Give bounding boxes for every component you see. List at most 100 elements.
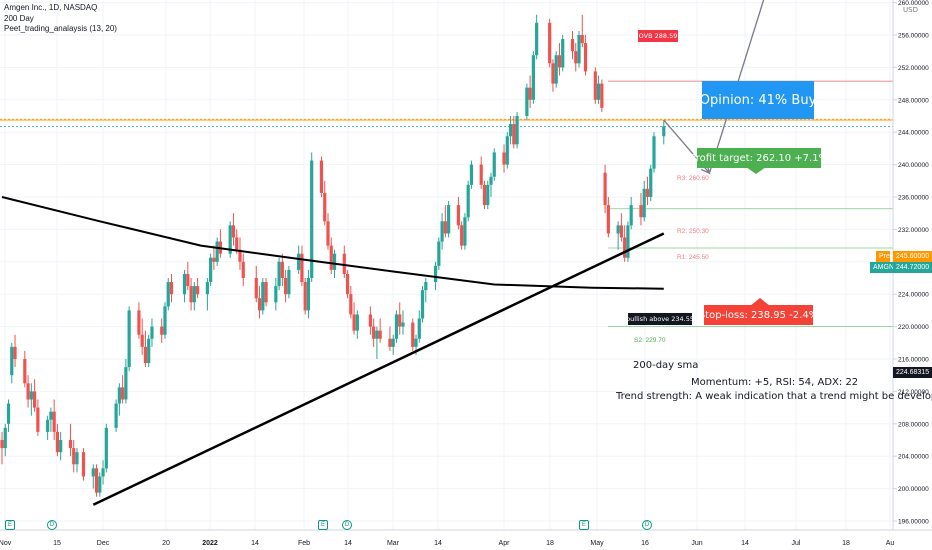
time-tick-label: 14 <box>741 540 749 547</box>
candle-body <box>629 205 633 226</box>
earnings-event-icon[interactable]: E <box>318 520 328 530</box>
time-tick-label: Mar <box>387 540 400 547</box>
candle-body <box>189 286 193 303</box>
time-tick-label: 14 <box>251 540 259 547</box>
time-tick-label: Jun <box>691 540 702 547</box>
time-tick-label: 14 <box>344 540 352 547</box>
candle-body <box>10 346 14 376</box>
candle-body <box>160 326 164 335</box>
candle-body <box>508 124 513 137</box>
sma-200-line <box>1 196 664 290</box>
r2-label: R2: 250.30 <box>677 228 709 235</box>
momentum-text: Momentum: +5, RSI: 54, ADX: 22 <box>691 377 859 388</box>
candle-body <box>280 261 284 278</box>
candle-body <box>528 87 532 100</box>
candle-body <box>205 282 209 295</box>
legend-ma[interactable]: 200 Day <box>4 13 34 23</box>
candle-body <box>551 63 555 84</box>
trendline[interactable] <box>92 232 665 506</box>
price-tick-label: 196.00000 <box>898 519 929 526</box>
candle-body <box>235 237 239 250</box>
candle-body <box>603 172 607 206</box>
candle-body <box>401 322 405 327</box>
candle-body <box>616 225 620 234</box>
time-tick-label: 2022 <box>202 540 218 547</box>
candle-body <box>192 286 196 303</box>
candle-body <box>456 205 460 226</box>
candle-body <box>447 205 451 234</box>
candle-body <box>440 221 444 242</box>
pre-market-label: Pre <box>876 251 890 262</box>
candle-body <box>570 39 575 52</box>
price-tick-label: 244.00000 <box>898 130 929 137</box>
candle-body <box>398 314 402 327</box>
time-tick-label: 16 <box>641 540 649 547</box>
candle-body <box>303 282 307 311</box>
candle-body <box>26 383 30 400</box>
price-tick-label: 208.00000 <box>898 421 929 428</box>
price-tick-label: 232.00000 <box>898 227 929 234</box>
candle-body <box>345 273 350 295</box>
time-tick-label: 18 <box>546 540 554 547</box>
candle-body <box>0 440 4 449</box>
price-tick-label: 200.00000 <box>898 486 929 493</box>
candle-body <box>277 261 281 287</box>
candle-body <box>140 334 144 347</box>
candle-body <box>548 22 552 64</box>
candle-body <box>94 468 99 493</box>
dividend-event-icon[interactable]: D <box>342 520 352 530</box>
candle-body <box>231 225 236 238</box>
candle-body <box>143 346 148 364</box>
time-tick-label: Au <box>886 540 895 547</box>
candle-body <box>3 427 7 449</box>
candle-body <box>310 160 314 278</box>
candle-body <box>623 237 627 258</box>
candle-body <box>196 286 200 295</box>
dividend-event-icon[interactable]: D <box>47 520 57 530</box>
candle-body <box>215 241 219 262</box>
stop-loss-pointer <box>750 298 770 306</box>
candle-body <box>114 403 118 428</box>
candle-body <box>68 440 73 449</box>
candle-body <box>557 55 562 68</box>
candle-body <box>642 188 646 218</box>
candle-body <box>411 322 415 347</box>
candle-body <box>257 298 262 311</box>
sma-line <box>1 196 664 290</box>
candle-body <box>147 338 151 364</box>
support-trendline <box>92 232 665 506</box>
price-tick-label: 240.00000 <box>898 162 929 169</box>
candle-body <box>580 35 584 44</box>
earnings-event-icon[interactable]: E <box>5 520 15 530</box>
time-axis[interactable]: Nov 15 Dec 20 2022 14 Feb 14 Mar 14 Apr 18 May 16 Jun 1… <box>0 540 894 547</box>
price-tick-label: 260.00000 <box>898 0 929 7</box>
candle-body <box>463 217 467 246</box>
candle-body <box>554 55 558 84</box>
price-axis[interactable]: 292.00000288.00000284.00000280.00000276.… <box>893 0 929 526</box>
gridlines <box>0 0 893 530</box>
candle-body <box>23 359 27 384</box>
dividend-event-icon[interactable]: D <box>642 520 652 530</box>
candle-body <box>443 221 447 234</box>
time-tick-label: Jul <box>792 540 801 547</box>
legend-indicator[interactable]: Peet_trading_analaysis (13, 20) <box>4 24 117 33</box>
candlesticks <box>0 14 666 497</box>
time-tick-label: 14 <box>434 540 442 547</box>
candle-body <box>639 205 643 218</box>
candle-body <box>169 282 174 295</box>
chart-legend: Amgen Inc., 1D, NASDAQ 200 Day Peet_trad… <box>4 3 117 35</box>
earnings-event-icon[interactable]: E <box>579 520 589 530</box>
candle-body <box>228 225 232 254</box>
sma-label: 200-day sma <box>633 360 699 371</box>
candle-body <box>466 184 470 218</box>
candle-body <box>98 476 102 493</box>
legend-symbol[interactable]: Amgen Inc., 1D, NASDAQ <box>4 3 98 12</box>
candle-body <box>13 346 17 359</box>
candle-body <box>352 314 356 331</box>
candle-body <box>332 253 337 270</box>
candle-body <box>372 326 376 339</box>
candle-body <box>600 83 604 108</box>
candle-body <box>6 403 11 424</box>
candle-body <box>388 338 392 347</box>
